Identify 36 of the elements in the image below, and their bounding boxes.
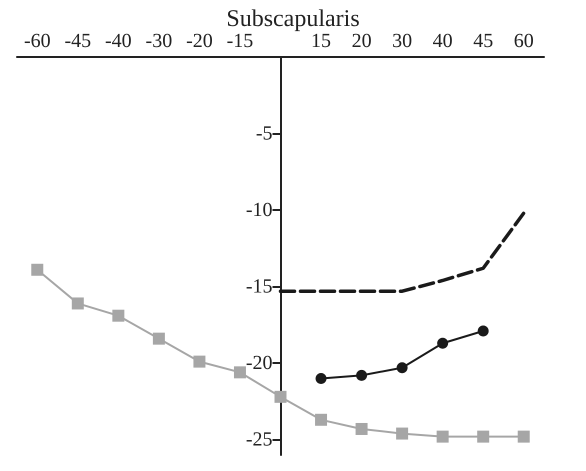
point — [518, 430, 530, 443]
point — [356, 370, 368, 381]
point — [396, 362, 408, 374]
x-tick-label: 40 — [432, 30, 453, 52]
x-tick-label: 15 — [311, 30, 332, 52]
x-tick-label: 60 — [514, 30, 534, 52]
x-tick-label: 30 — [392, 30, 412, 52]
point — [436, 430, 449, 443]
x-tick-label: -15 — [226, 30, 254, 52]
x-tick-label: -20 — [186, 30, 213, 52]
point — [315, 414, 328, 426]
point — [316, 372, 327, 384]
y-tick-label: -25 — [246, 428, 272, 451]
point — [437, 338, 448, 349]
x-tick-label: 20 — [352, 30, 372, 52]
x-tick-label: -45 — [64, 30, 92, 52]
point — [356, 422, 368, 435]
point — [112, 310, 124, 322]
x-tick-label: 45 — [473, 30, 494, 52]
y-tick-label: -5 — [256, 122, 272, 145]
point — [234, 366, 246, 378]
point — [274, 390, 286, 403]
x-tick-label: -30 — [146, 30, 172, 52]
point — [72, 297, 84, 310]
x-tick-label: -60 — [24, 30, 51, 52]
point — [31, 264, 44, 276]
chart-title: Subscapularis — [226, 6, 360, 32]
point — [193, 356, 206, 368]
point — [478, 326, 489, 337]
point — [396, 428, 408, 440]
y-tick-label: -20 — [246, 352, 272, 374]
y-tick-label: -15 — [246, 276, 272, 298]
x-tick-label: -40 — [105, 30, 132, 52]
point — [152, 332, 165, 345]
point — [477, 430, 490, 443]
y-tick-label: -10 — [246, 199, 272, 222]
